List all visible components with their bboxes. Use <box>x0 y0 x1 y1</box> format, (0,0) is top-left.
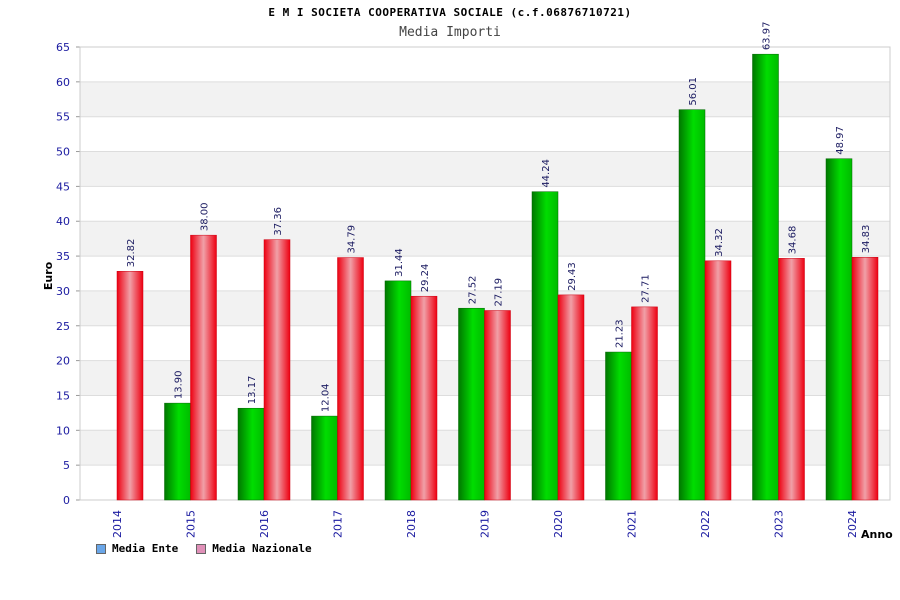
bar-media-nazionale <box>190 234 217 501</box>
x-tick-label: 2017 <box>332 510 345 538</box>
data-label: 29.43 <box>567 262 578 291</box>
chart-subtitle: Media Importi <box>399 25 501 40</box>
x-tick-label: 2016 <box>258 510 271 538</box>
bar-media-ente <box>752 53 779 501</box>
bar-media-ente <box>531 191 559 501</box>
bar-media-ente <box>164 402 191 501</box>
data-label: 29.24 <box>420 264 431 293</box>
data-label: 63.97 <box>762 22 773 51</box>
legend-item-media-nazionale: Media Nazionale <box>196 542 312 555</box>
data-label: 32.82 <box>126 239 137 268</box>
bar-media-ente <box>458 307 485 501</box>
data-label: 31.44 <box>394 248 405 277</box>
x-tick-label: 2015 <box>185 510 198 538</box>
data-label: 27.52 <box>468 276 479 305</box>
bar-media-nazionale <box>631 306 658 501</box>
x-tick-label: 2022 <box>699 510 712 538</box>
bar-media-nazionale <box>704 260 732 501</box>
data-label: 13.90 <box>174 370 185 399</box>
y-axis-label: Euro <box>42 261 55 290</box>
bar-media-nazionale <box>484 310 511 501</box>
y-tick-label: 10 <box>56 424 70 437</box>
bar-media-nazionale <box>263 239 291 501</box>
data-label: 27.19 <box>494 278 505 307</box>
data-label: 48.97 <box>835 126 846 155</box>
x-tick-label: 2018 <box>405 510 418 538</box>
legend-label: Media Ente <box>112 542 179 555</box>
data-label: 37.36 <box>273 207 284 236</box>
data-label: 34.32 <box>714 228 725 257</box>
y-tick-label: 45 <box>56 180 70 193</box>
bar-media-nazionale <box>778 258 805 501</box>
y-tick-label: 20 <box>56 355 70 368</box>
bar-media-nazionale <box>410 295 438 501</box>
x-tick-label: 2023 <box>773 510 786 538</box>
bar-media-nazionale <box>116 271 144 501</box>
data-label: 21.23 <box>615 319 626 348</box>
data-label: 27.71 <box>641 274 652 303</box>
data-label: 34.68 <box>788 226 799 255</box>
bar-media-ente <box>825 158 853 501</box>
y-tick-label: 60 <box>56 76 70 89</box>
x-tick-label: 2014 <box>111 510 124 538</box>
y-tick-label: 35 <box>56 250 70 263</box>
bar-media-ente <box>311 415 338 501</box>
y-tick-label: 55 <box>56 111 70 124</box>
x-tick-label: 2021 <box>626 510 639 538</box>
y-tick-label: 40 <box>56 215 70 228</box>
bar-media-ente <box>384 280 412 501</box>
data-label: 34.83 <box>861 225 872 254</box>
data-label: 34.79 <box>347 225 358 254</box>
y-tick-label: 30 <box>56 285 70 298</box>
y-tick-label: 25 <box>56 320 70 333</box>
legend-item-media-ente: Media Ente <box>96 542 178 555</box>
chart-title: E M I SOCIETA COOPERATIVA SOCIALE (c.f.0… <box>268 6 632 19</box>
y-tick-label: 0 <box>63 494 70 507</box>
data-label: 56.01 <box>688 77 699 106</box>
y-tick-label: 50 <box>56 146 70 159</box>
bar-media-nazionale <box>557 294 585 501</box>
y-tick-label: 65 <box>56 41 70 54</box>
x-tick-label: 2024 <box>846 510 859 538</box>
data-label: 44.24 <box>541 159 552 188</box>
bar-media-ente <box>678 109 706 501</box>
data-label: 13.17 <box>247 376 258 405</box>
y-tick-label: 15 <box>56 389 70 402</box>
x-tick-label: 2019 <box>479 510 492 538</box>
y-tick-label: 5 <box>63 459 70 472</box>
legend-swatch <box>196 543 207 554</box>
x-axis-label: Anno <box>861 528 893 541</box>
data-label: 12.04 <box>321 383 332 412</box>
legend-label: Media Nazionale <box>212 542 312 555</box>
data-label: 38.00 <box>200 203 211 232</box>
bar-media-nazionale <box>851 257 879 501</box>
bar-media-ente <box>237 407 265 501</box>
legend-swatch <box>96 543 106 554</box>
x-tick-label: 2020 <box>552 510 565 538</box>
bar-media-nazionale <box>337 257 364 501</box>
legend: Media Ente Media Nazionale <box>96 542 312 555</box>
bar-media-ente <box>605 351 632 501</box>
